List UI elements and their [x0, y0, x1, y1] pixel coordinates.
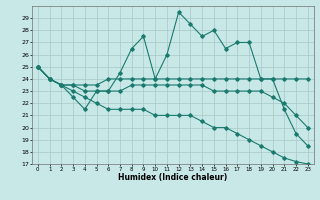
X-axis label: Humidex (Indice chaleur): Humidex (Indice chaleur)	[118, 173, 228, 182]
